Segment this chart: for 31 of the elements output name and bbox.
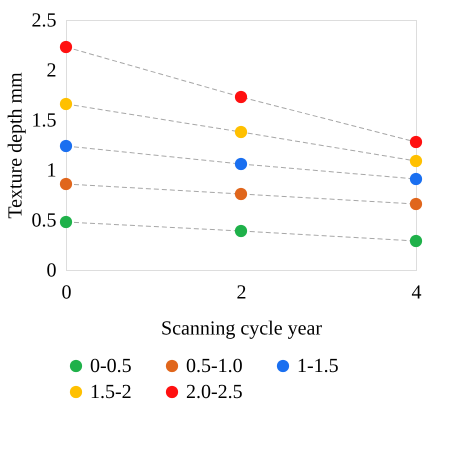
- y-tick-label: 2.5: [32, 10, 56, 32]
- point: [234, 126, 248, 138]
- legend-label: 1.5-2: [90, 381, 132, 403]
- point: [60, 140, 72, 152]
- legend-label: 0.5-1.0: [186, 355, 243, 377]
- x-tick-label: 0: [62, 282, 72, 304]
- point: [410, 234, 422, 248]
- x-tick-label: 2: [236, 282, 246, 304]
- legend-label: 0-0.5: [90, 355, 132, 377]
- y-tick-label: 1.5: [32, 110, 56, 132]
- point: [410, 154, 422, 168]
- point: [410, 136, 422, 148]
- y-axis-title: Texture depth mm: [4, 72, 26, 219]
- y-tick-label: 0.5: [32, 210, 56, 232]
- x-axis-title: Scanning cycle year: [160, 318, 322, 340]
- x-tick-label: 4: [412, 282, 422, 304]
- y-tick-label: 2: [46, 60, 56, 82]
- point: [234, 188, 248, 200]
- legend-label: 1-1.5: [297, 355, 339, 377]
- point: [234, 90, 248, 104]
- point: [234, 224, 248, 238]
- point: [60, 40, 72, 54]
- y-tick-label: 1: [46, 160, 56, 182]
- point: [60, 178, 72, 190]
- point: [410, 172, 422, 186]
- y-tick-label: 0: [46, 260, 56, 282]
- point: [60, 216, 72, 228]
- point: [234, 158, 248, 170]
- point: [60, 98, 72, 110]
- legend-label: 2.0-2.5: [186, 381, 243, 403]
- point: [410, 198, 422, 210]
